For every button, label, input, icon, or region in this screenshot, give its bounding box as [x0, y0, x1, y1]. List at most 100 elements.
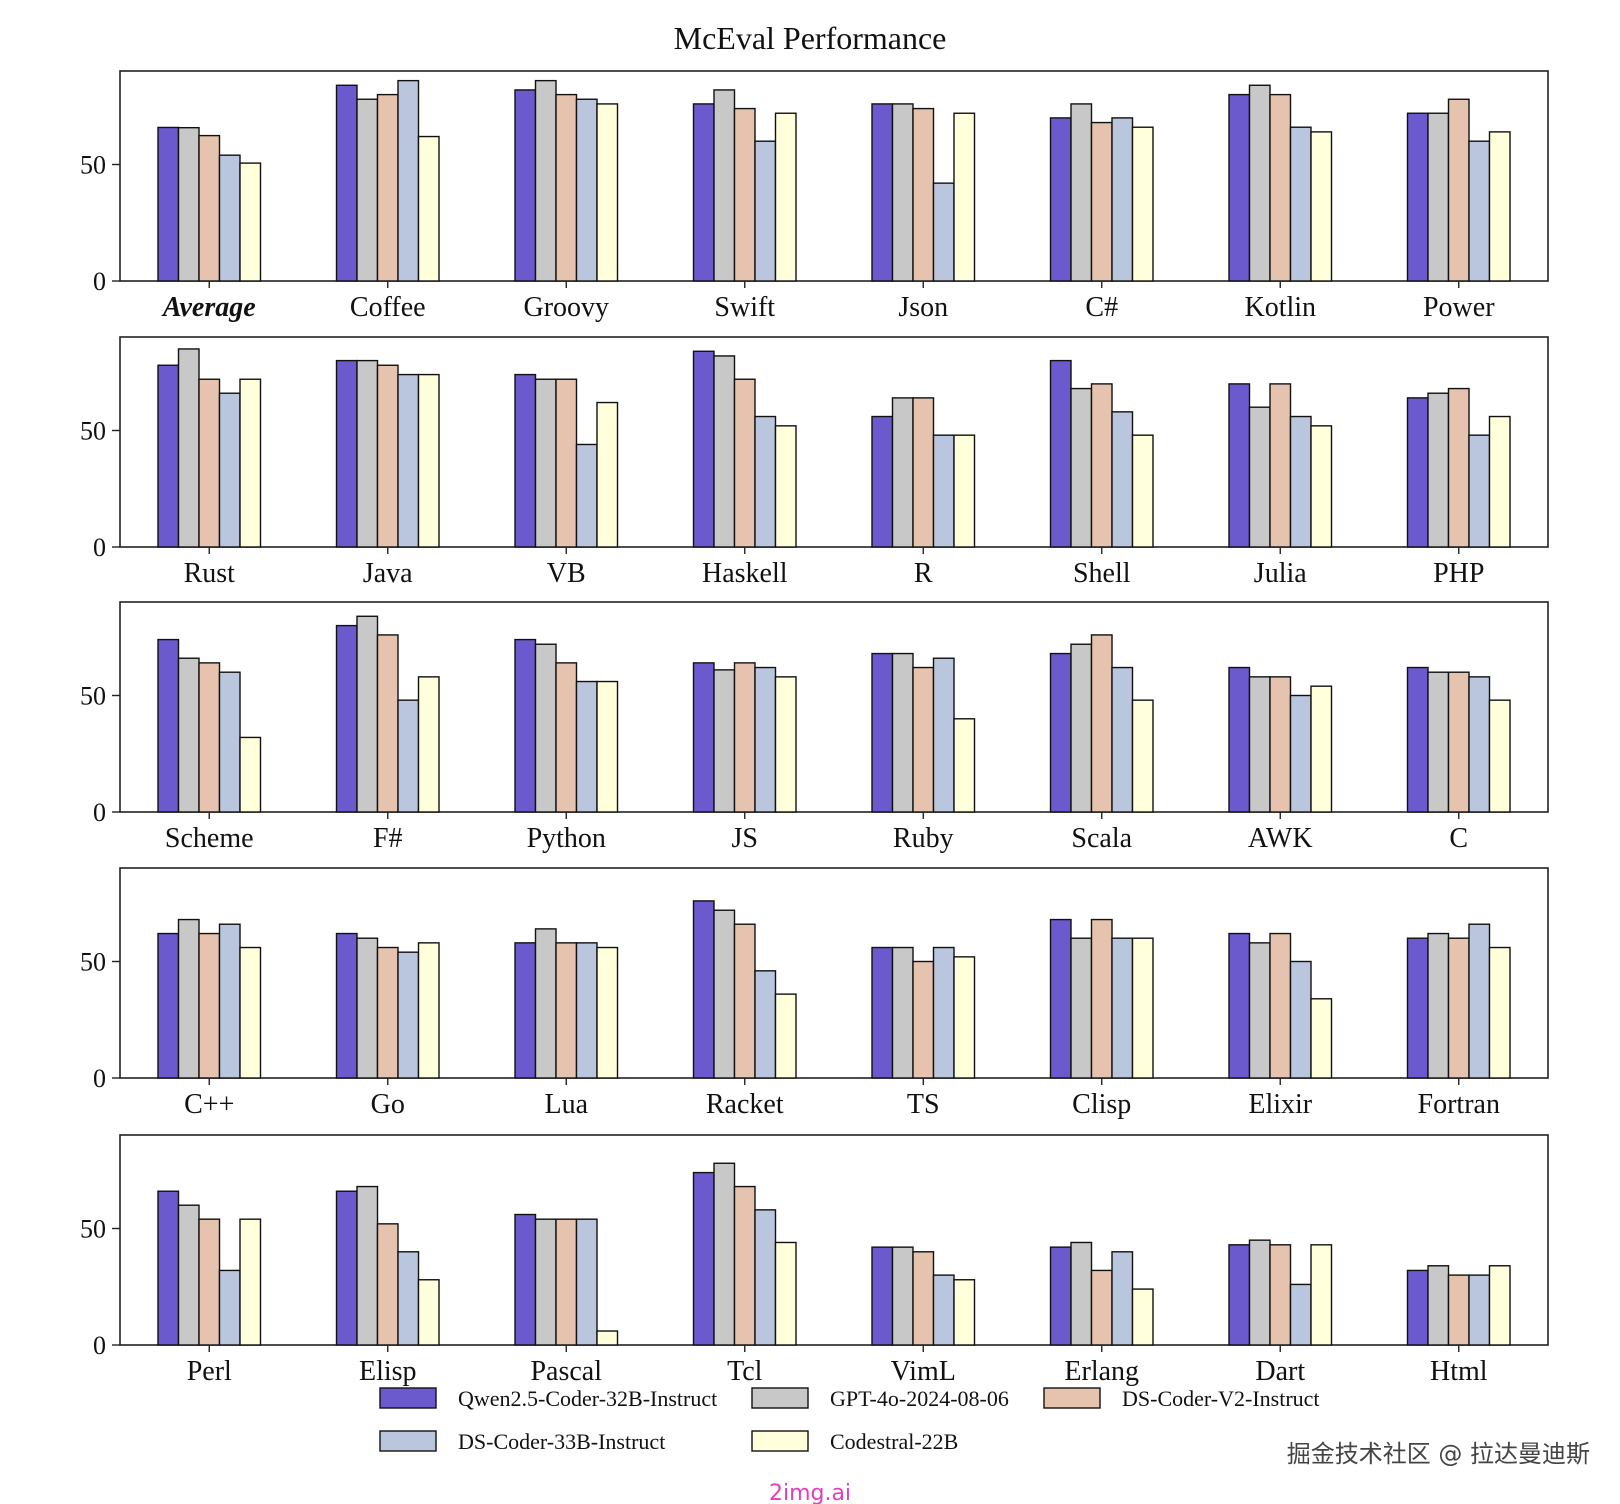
- bar-cpp-gpt-4o-2024-08-06: [177, 918, 200, 1079]
- x-tick-label-haskell: Haskell: [702, 558, 788, 589]
- bar-julia-gpt-4o-2024-08-06: [1248, 406, 1271, 548]
- legend-label: DS-Coder-33B-Instruct: [458, 1429, 665, 1454]
- bar-ruby-qwen2-5-coder-32b-instruct: [871, 652, 894, 813]
- bar-php-gpt-4o-2024-08-06: [1427, 392, 1450, 548]
- bar-perl-gpt-4o-2024-08-06: [177, 1204, 200, 1346]
- legend-item-ds-coder-v2-instruct: DS-Coder-V2-Instruct: [1043, 1386, 1320, 1411]
- bar-vb-codestral-22b: [596, 401, 619, 548]
- bar-ts-ds-coder-33b-instruct: [932, 946, 955, 1079]
- x-tick-label-power: Power: [1423, 292, 1495, 323]
- bar-group-c: [1406, 666, 1511, 813]
- panel-2: 0 50 Rust Java VB Haskell R Shell Julia PHP: [80, 336, 1549, 589]
- bar-python-ds-coder-33b-instruct: [575, 680, 598, 813]
- bar-group-js: [692, 662, 797, 813]
- bar-group-viml: [871, 1246, 976, 1346]
- bar-viml-codestral-22b: [953, 1279, 976, 1346]
- y-tick-label: 0: [93, 798, 106, 827]
- x-tick-label-json: Json: [898, 292, 948, 323]
- bar-c-sharp-gpt-4o-2024-08-06: [1070, 103, 1093, 282]
- bar-viml-ds-coder-v2-instruct: [912, 1251, 935, 1346]
- panel-1: 0 50 Average Coffee Groovy Swift Json C# Kotlin P…: [80, 70, 1549, 323]
- bar-groovy-ds-coder-33b-instruct: [575, 98, 598, 282]
- legend-item-gpt-4o-2024-08-06: GPT-4o-2024-08-06: [751, 1386, 1009, 1411]
- bar-erlang-qwen2-5-coder-32b-instruct: [1049, 1246, 1072, 1346]
- bar-java-ds-coder-v2-instruct: [376, 364, 399, 548]
- bar-power-codestral-22b: [1488, 131, 1511, 282]
- y-tick-label: 0: [93, 267, 106, 296]
- bar-c-codestral-22b: [1488, 699, 1511, 813]
- bar-lua-codestral-22b: [596, 946, 619, 1079]
- bar-perl-qwen2-5-coder-32b-instruct: [157, 1190, 180, 1346]
- legend-swatch: [751, 1430, 809, 1452]
- legend-item-qwen2-5-coder-32b-instruct: Qwen2.5-Coder-32B-Instruct: [379, 1386, 717, 1411]
- bar-rust-ds-coder-v2-instruct: [198, 378, 221, 548]
- x-tick-label-perl: Perl: [187, 1356, 232, 1387]
- bar-groovy-gpt-4o-2024-08-06: [534, 79, 557, 282]
- bar-kotlin-ds-coder-33b-instruct: [1289, 126, 1312, 282]
- bar-dart-ds-coder-33b-instruct: [1289, 1283, 1312, 1346]
- bar-shell-gpt-4o-2024-08-06: [1070, 387, 1093, 548]
- bar-go-gpt-4o-2024-08-06: [356, 937, 379, 1079]
- bar-group-haskell: [692, 350, 797, 548]
- bar-racket-ds-coder-v2-instruct: [733, 923, 756, 1079]
- legend-swatch: [379, 1387, 437, 1409]
- x-tick-label-clisp: Clisp: [1072, 1089, 1131, 1120]
- bar-python-codestral-22b: [596, 680, 619, 813]
- x-tick-label-awk: AWK: [1248, 823, 1313, 854]
- site-mark-text: 2img.ai: [769, 1481, 851, 1504]
- bar-vb-gpt-4o-2024-08-06: [534, 378, 557, 548]
- bar-r-ds-coder-v2-instruct: [912, 397, 935, 548]
- bar-fortran-ds-coder-v2-instruct: [1447, 937, 1470, 1079]
- bar-c-qwen2-5-coder-32b-instruct: [1406, 666, 1429, 813]
- y-tick-label: 50: [80, 417, 106, 446]
- bar-elisp-ds-coder-33b-instruct: [397, 1251, 420, 1346]
- bar-fortran-qwen2-5-coder-32b-instruct: [1406, 937, 1429, 1079]
- x-tick-label-rust: Rust: [184, 558, 236, 589]
- bar-swift-codestral-22b: [774, 112, 797, 282]
- bar-perl-codestral-22b: [239, 1218, 262, 1346]
- bar-fortran-ds-coder-33b-instruct: [1468, 923, 1491, 1079]
- bar-group-elisp: [335, 1185, 440, 1346]
- bar-groovy-qwen2-5-coder-32b-instruct: [514, 89, 537, 282]
- bar-json-gpt-4o-2024-08-06: [891, 103, 914, 282]
- bar-dart-gpt-4o-2024-08-06: [1248, 1239, 1271, 1346]
- panel-frame: [119, 1134, 1549, 1346]
- bar-racket-ds-coder-33b-instruct: [754, 970, 777, 1079]
- bar-java-qwen2-5-coder-32b-instruct: [335, 359, 358, 548]
- bar-awk-gpt-4o-2024-08-06: [1248, 676, 1271, 813]
- bar-group-scala: [1049, 634, 1154, 813]
- bar-haskell-ds-coder-33b-instruct: [754, 415, 777, 548]
- bar-js-gpt-4o-2024-08-06: [713, 669, 736, 813]
- bar-group-kotlin: [1228, 84, 1333, 282]
- bar-group-tcl: [692, 1162, 797, 1346]
- bar-erlang-codestral-22b: [1131, 1288, 1154, 1346]
- bar-group-power: [1406, 98, 1511, 282]
- bar-ruby-ds-coder-33b-instruct: [932, 657, 955, 813]
- x-tick-label-erlang: Erlang: [1064, 1356, 1139, 1387]
- bar-java-gpt-4o-2024-08-06: [356, 359, 379, 548]
- bar-group-java: [335, 359, 440, 548]
- chart-title: McEval Performance: [674, 20, 947, 56]
- bar-group-vb: [514, 373, 619, 548]
- x-tick-label-groovy: Groovy: [523, 292, 609, 323]
- bar-shell-qwen2-5-coder-32b-instruct: [1049, 359, 1072, 548]
- bar-group-scheme: [157, 638, 262, 813]
- bar-swift-gpt-4o-2024-08-06: [713, 89, 736, 282]
- bar-ruby-ds-coder-v2-instruct: [912, 666, 935, 813]
- bar-group-groovy: [514, 79, 619, 282]
- bar-js-ds-coder-v2-instruct: [733, 662, 756, 813]
- x-tick-label-php: PHP: [1433, 558, 1484, 589]
- bar-coffee-qwen2-5-coder-32b-instruct: [335, 84, 358, 282]
- bar-average-ds-coder-33b-instruct: [218, 154, 241, 282]
- bar-go-qwen2-5-coder-32b-instruct: [335, 932, 358, 1079]
- bar-coffee-ds-coder-33b-instruct: [397, 79, 420, 282]
- bar-erlang-gpt-4o-2024-08-06: [1070, 1241, 1093, 1346]
- bar-scala-ds-coder-v2-instruct: [1090, 634, 1113, 813]
- x-tick-label-kotlin: Kotlin: [1244, 292, 1316, 323]
- bar-f-sharp-gpt-4o-2024-08-06: [356, 615, 379, 813]
- bar-group-dart: [1228, 1239, 1333, 1346]
- y-tick-label: 0: [93, 1064, 106, 1093]
- y-tick-label: 50: [80, 948, 106, 977]
- bar-shell-ds-coder-33b-instruct: [1111, 411, 1134, 548]
